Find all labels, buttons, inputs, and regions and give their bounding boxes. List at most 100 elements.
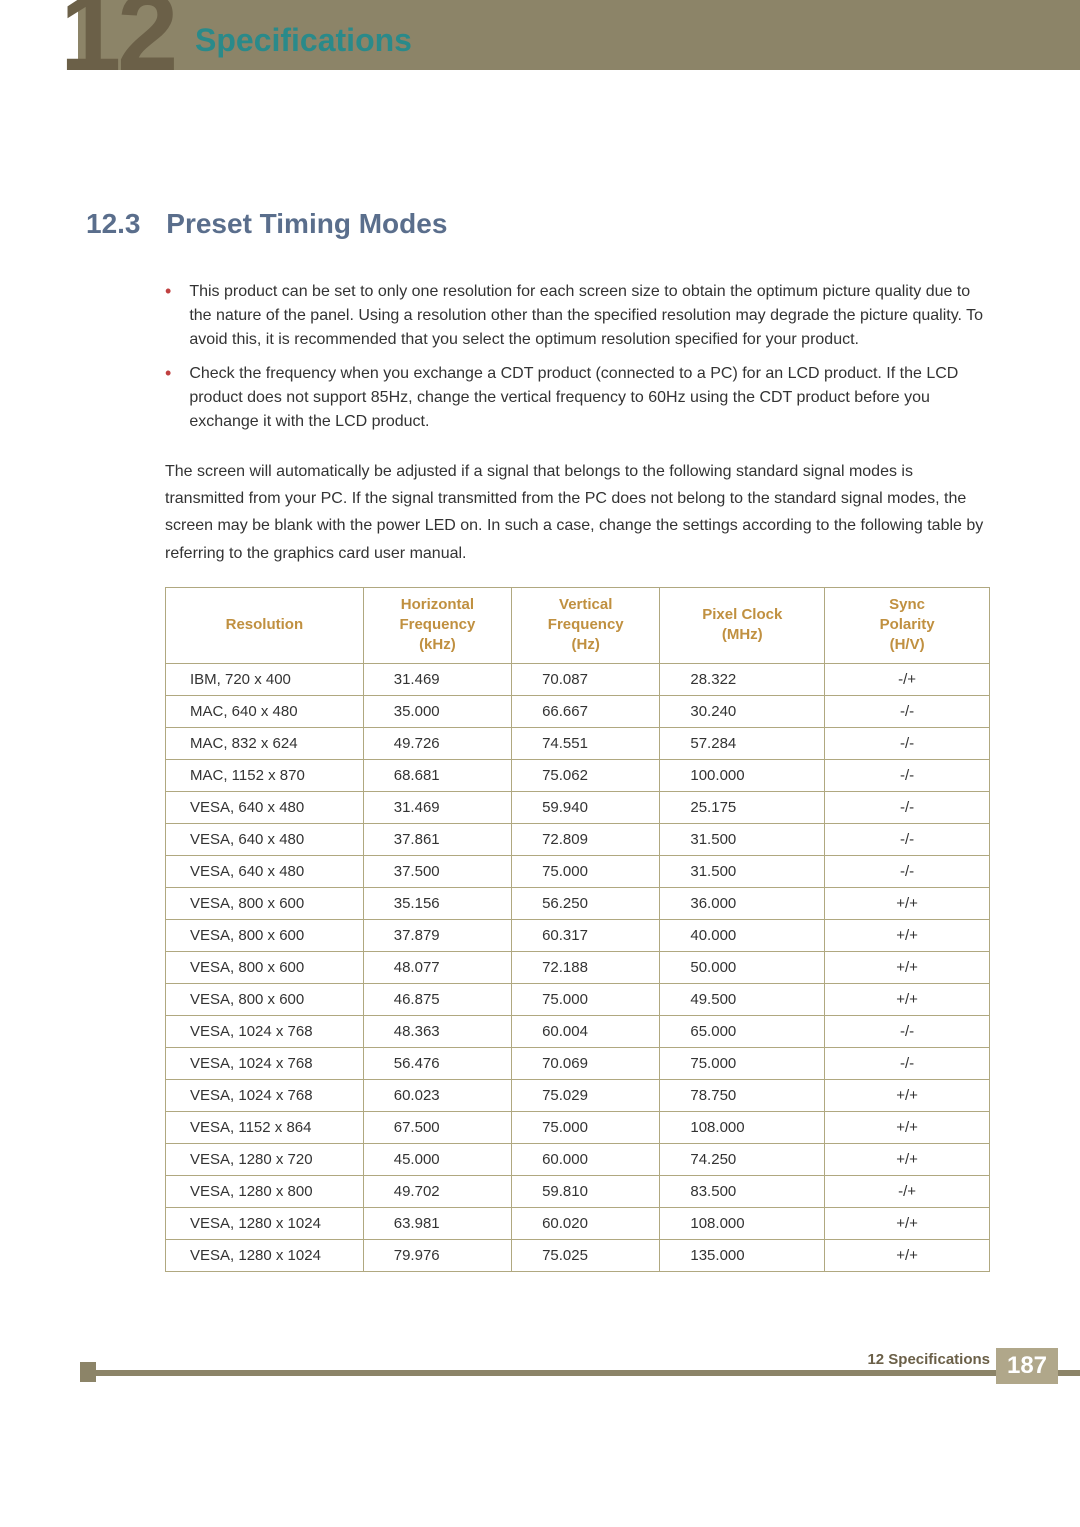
cell-pclk: 28.322 [660, 663, 825, 695]
col-header-pclk: Pixel Clock (MHz) [660, 587, 825, 663]
cell-pclk: 31.500 [660, 823, 825, 855]
cell-pclk: 40.000 [660, 919, 825, 951]
cell-vfreq: 75.062 [512, 759, 660, 791]
cell-res: VESA, 1024 x 768 [166, 1079, 364, 1111]
cell-pclk: 78.750 [660, 1079, 825, 1111]
cell-res: MAC, 640 x 480 [166, 695, 364, 727]
bullet-item: •This product can be set to only one res… [165, 280, 990, 352]
table-row: VESA, 800 x 60046.87575.00049.500+/+ [166, 983, 990, 1015]
cell-polarity: -/- [825, 695, 990, 727]
table-row: MAC, 832 x 62449.72674.55157.284-/- [166, 727, 990, 759]
table-row: VESA, 1152 x 86467.50075.000108.000+/+ [166, 1111, 990, 1143]
table-row: VESA, 1280 x 80049.70259.81083.500-/+ [166, 1175, 990, 1207]
cell-vfreq: 59.810 [512, 1175, 660, 1207]
header-white-cover [0, 70, 1080, 110]
cell-vfreq: 74.551 [512, 727, 660, 759]
cell-polarity: -/+ [825, 663, 990, 695]
table-row: VESA, 800 x 60048.07772.18850.000+/+ [166, 951, 990, 983]
cell-pclk: 30.240 [660, 695, 825, 727]
cell-polarity: -/- [825, 759, 990, 791]
cell-hfreq: 79.976 [363, 1239, 511, 1271]
cell-res: VESA, 800 x 600 [166, 919, 364, 951]
cell-hfreq: 63.981 [363, 1207, 511, 1239]
cell-pclk: 57.284 [660, 727, 825, 759]
cell-hfreq: 48.363 [363, 1015, 511, 1047]
cell-res: VESA, 1280 x 720 [166, 1143, 364, 1175]
col-header-hfreq: Horizontal Frequency (kHz) [363, 587, 511, 663]
cell-res: VESA, 1280 x 1024 [166, 1207, 364, 1239]
bullet-item: •Check the frequency when you exchange a… [165, 362, 990, 434]
cell-hfreq: 35.156 [363, 887, 511, 919]
cell-hfreq: 60.023 [363, 1079, 511, 1111]
cell-vfreq: 60.004 [512, 1015, 660, 1047]
table-row: MAC, 640 x 48035.00066.66730.240-/- [166, 695, 990, 727]
table-header-row: Resolution Horizontal Frequency (kHz) Ve… [166, 587, 990, 663]
cell-pclk: 83.500 [660, 1175, 825, 1207]
page-footer: 12 Specifications 187 [0, 1342, 1080, 1402]
cell-hfreq: 37.861 [363, 823, 511, 855]
bullet-text: This product can be set to only one reso… [189, 280, 990, 352]
cell-vfreq: 60.000 [512, 1143, 660, 1175]
cell-polarity: -/- [825, 1015, 990, 1047]
cell-hfreq: 48.077 [363, 951, 511, 983]
footer-chapter-label: 12 Specifications [867, 1351, 990, 1368]
cell-vfreq: 72.188 [512, 951, 660, 983]
cell-polarity: +/+ [825, 1079, 990, 1111]
cell-pclk: 65.000 [660, 1015, 825, 1047]
cell-pclk: 31.500 [660, 855, 825, 887]
cell-hfreq: 56.476 [363, 1047, 511, 1079]
bullet-list: •This product can be set to only one res… [165, 280, 990, 434]
cell-pclk: 108.000 [660, 1111, 825, 1143]
table-row: VESA, 800 x 60037.87960.31740.000+/+ [166, 919, 990, 951]
cell-polarity: -/- [825, 727, 990, 759]
cell-vfreq: 60.020 [512, 1207, 660, 1239]
cell-res: VESA, 1024 x 768 [166, 1047, 364, 1079]
cell-vfreq: 75.000 [512, 1111, 660, 1143]
cell-res: IBM, 720 x 400 [166, 663, 364, 695]
section-title: Preset Timing Modes [166, 208, 447, 239]
timing-table: Resolution Horizontal Frequency (kHz) Ve… [165, 587, 990, 1272]
cell-hfreq: 49.702 [363, 1175, 511, 1207]
cell-polarity: +/+ [825, 887, 990, 919]
cell-polarity: -/- [825, 823, 990, 855]
cell-vfreq: 70.087 [512, 663, 660, 695]
cell-hfreq: 31.469 [363, 663, 511, 695]
cell-hfreq: 31.469 [363, 791, 511, 823]
table-row: VESA, 1024 x 76848.36360.00465.000-/- [166, 1015, 990, 1047]
cell-polarity: +/+ [825, 951, 990, 983]
cell-pclk: 135.000 [660, 1239, 825, 1271]
cell-vfreq: 72.809 [512, 823, 660, 855]
cell-vfreq: 75.000 [512, 855, 660, 887]
intro-paragraph: The screen will automatically be adjuste… [165, 458, 990, 567]
table-row: VESA, 1280 x 72045.00060.00074.250+/+ [166, 1143, 990, 1175]
cell-hfreq: 37.500 [363, 855, 511, 887]
cell-hfreq: 46.875 [363, 983, 511, 1015]
cell-res: VESA, 640 x 480 [166, 791, 364, 823]
cell-hfreq: 35.000 [363, 695, 511, 727]
cell-vfreq: 60.317 [512, 919, 660, 951]
cell-vfreq: 56.250 [512, 887, 660, 919]
cell-vfreq: 66.667 [512, 695, 660, 727]
cell-polarity: +/+ [825, 919, 990, 951]
cell-hfreq: 45.000 [363, 1143, 511, 1175]
cell-hfreq: 68.681 [363, 759, 511, 791]
cell-polarity: +/+ [825, 1207, 990, 1239]
cell-hfreq: 49.726 [363, 727, 511, 759]
bullet-dot-icon: • [165, 362, 171, 434]
content-area: •This product can be set to only one res… [165, 280, 990, 1272]
cell-pclk: 75.000 [660, 1047, 825, 1079]
table-row: MAC, 1152 x 87068.68175.062100.000-/- [166, 759, 990, 791]
cell-vfreq: 59.940 [512, 791, 660, 823]
cell-pclk: 50.000 [660, 951, 825, 983]
table-row: VESA, 640 x 48037.50075.00031.500-/- [166, 855, 990, 887]
table-row: VESA, 1280 x 102463.98160.020108.000+/+ [166, 1207, 990, 1239]
cell-res: VESA, 1024 x 768 [166, 1015, 364, 1047]
cell-pclk: 100.000 [660, 759, 825, 791]
cell-res: VESA, 1280 x 800 [166, 1175, 364, 1207]
cell-res: MAC, 832 x 624 [166, 727, 364, 759]
cell-polarity: +/+ [825, 1143, 990, 1175]
cell-polarity: -/- [825, 855, 990, 887]
table-row: VESA, 640 x 48031.46959.94025.175-/- [166, 791, 990, 823]
cell-res: VESA, 800 x 600 [166, 951, 364, 983]
cell-polarity: +/+ [825, 983, 990, 1015]
